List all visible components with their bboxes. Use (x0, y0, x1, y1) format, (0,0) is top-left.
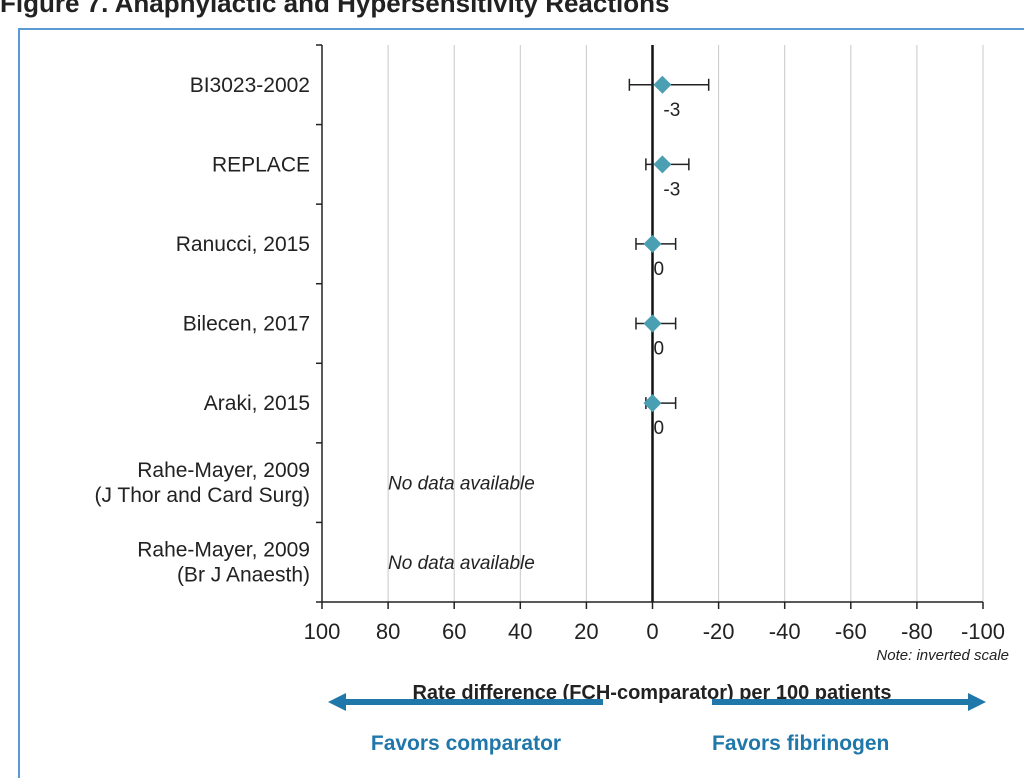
label-line: Ranucci, 2015 (176, 233, 310, 256)
label-line: Araki, 2015 (204, 392, 310, 415)
arrow-left-head (328, 693, 346, 711)
label-line: (J Thor and Card Surg) (94, 484, 310, 507)
value-label: 0 (654, 259, 665, 280)
label-line: Rahe-Mayer, 2009 (137, 459, 310, 482)
point-estimate (643, 234, 662, 253)
axis-note: Note: inverted scale (876, 647, 1009, 664)
value-label: 0 (654, 339, 665, 360)
x-tick-label: 100 (304, 619, 341, 644)
point-estimate (643, 314, 662, 333)
point-estimate (643, 394, 662, 413)
x-tick-label: -40 (769, 619, 801, 644)
no-data-label: No data available (388, 553, 535, 574)
arrow-left-label: Favors comparator (371, 732, 561, 755)
x-tick-label: -20 (703, 619, 735, 644)
label-line: REPLACE (212, 153, 310, 176)
no-data-label: No data available (388, 474, 535, 495)
y-tick-label: Rahe-Mayer, 2009 (Br J Anaesth) (137, 539, 310, 587)
point-estimate (653, 75, 672, 94)
x-tick-label: 0 (646, 619, 658, 644)
x-tick-label: 80 (376, 619, 400, 644)
arrow-right-label: Favors fibrinogen (712, 732, 889, 755)
x-tick-label: -80 (901, 619, 933, 644)
x-tick-label: 40 (508, 619, 532, 644)
y-tick-label: Bilecen, 2017 (183, 313, 310, 336)
x-axis-title: Rate difference (FCH-comparator) per 100… (412, 682, 891, 704)
label-line: Rahe-Mayer, 2009 (137, 539, 310, 562)
x-tick-label: -100 (961, 619, 1005, 644)
frame (18, 28, 1024, 778)
y-tick-label: Ranucci, 2015 (176, 233, 310, 256)
x-tick-label: 60 (442, 619, 466, 644)
value-label: -3 (663, 100, 680, 121)
point-estimate (653, 155, 672, 174)
x-tick-label: 20 (574, 619, 598, 644)
value-label: -3 (663, 179, 680, 200)
label-line: (Br J Anaesth) (177, 564, 310, 587)
arrow-right-head (968, 693, 986, 711)
chart-title: Figure 7. Anaphylactic and Hypersensitiv… (0, 0, 669, 18)
label-line: Bilecen, 2017 (183, 313, 310, 336)
x-tick-label: -60 (835, 619, 867, 644)
y-tick-label: Rahe-Mayer, 2009 (J Thor and Card Surg) (94, 459, 310, 507)
value-label: 0 (654, 418, 665, 439)
label-line: BI3023-2002 (190, 74, 310, 97)
y-tick-label: REPLACE (212, 153, 310, 176)
y-tick-label: Araki, 2015 (204, 392, 310, 415)
y-tick-label: BI3023-2002 (190, 74, 310, 97)
